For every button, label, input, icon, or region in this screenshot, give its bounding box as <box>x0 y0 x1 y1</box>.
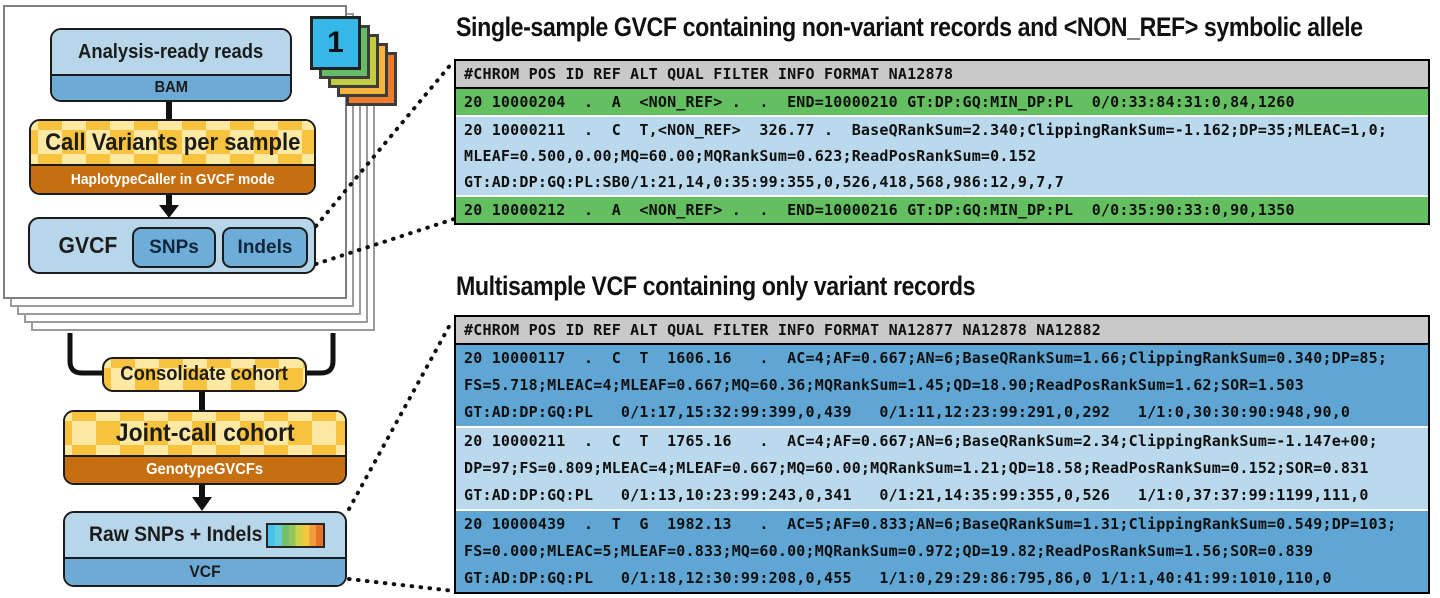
arrowhead-to-raw <box>192 497 212 511</box>
record-line: DP=97;FS=0.809;MLEAC=4;MLEAF=0.667;MQ=60… <box>464 459 1369 477</box>
call-variants-box: Call Variants per sample HaplotypeCaller… <box>29 119 316 195</box>
vcf-header-row: #CHROM POS ID REF ALT QUAL FILTER INFO F… <box>456 317 1428 345</box>
gvcf-records-table: #CHROM POS ID REF ALT QUAL FILTER INFO F… <box>454 59 1430 225</box>
rainbow-strip-icon <box>266 523 325 548</box>
snps-chip: SNPs <box>132 227 216 268</box>
raw-snps-indels-label: Raw SNPs + Indels <box>89 523 263 546</box>
haplotypecaller-tool-label: HaplotypeCaller in GVCF mode <box>70 171 275 188</box>
gvcf-nonvariant-row: 20 10000204 . A <NON_REF> . . END=100002… <box>456 89 1428 115</box>
record-line: GT:AD:DP:GQ:PL 0/1:13,10:23:99:243,0,341… <box>464 486 1369 504</box>
record-line: 20 10000439 . T G 1982.13 . AC=5;AF=0.83… <box>464 515 1397 533</box>
vcf-variant-row: 20 10000117 . C T 1606.16 . AC=4;AF=0.66… <box>456 345 1428 426</box>
bracket-left-to-consolidate <box>67 333 103 376</box>
vcf-variant-row: 20 10000211 . C T 1765.16 . AC=4;AF=0.66… <box>456 426 1428 509</box>
record-line: GT:AD:DP:GQ:PL:SB0/1:21,14,0:35:99:355,0… <box>464 173 1064 191</box>
analysis-reads-label: Analysis-ready reads <box>78 40 264 63</box>
record-line: 20 10000211 . C T,<NON_REF> 326.77 . Bas… <box>464 121 1388 139</box>
snps-chip-label: SNPs <box>149 236 199 258</box>
sample-card-1: 1 <box>310 16 361 70</box>
record-line: FS=5.718;MLEAC=4;MLEAF=0.667;MQ=60.36;MQ… <box>464 376 1304 394</box>
gvcf-panel-title: Single-sample GVCF containing non-varian… <box>456 12 1363 42</box>
vcf-records-table: #CHROM POS ID REF ALT QUAL FILTER INFO F… <box>454 315 1430 594</box>
raw-snps-indels-box: Raw SNPs + Indels VCF <box>63 511 347 587</box>
record-line: 20 10000204 . A <NON_REF> . . END=100002… <box>464 93 1295 111</box>
record-line: FS=0.000;MLEAC=5;MLEAF=0.833;MQ=60.00;MQ… <box>464 542 1314 560</box>
indels-chip-label: Indels <box>237 236 293 258</box>
record-line: GT:AD:DP:GQ:PL 0/1:17,15:32:99:399,0,439… <box>464 403 1351 421</box>
dotted-connector-raw-to-panel2-top <box>347 319 454 511</box>
call-variants-label: Call Variants per sample <box>44 128 301 156</box>
analysis-reads-box: Analysis-ready reads BAM <box>50 28 292 102</box>
record-line: MLEAF=0.500,0.00;MQ=60.00;MQRankSum=0.62… <box>464 147 1037 165</box>
gvcf-variant-row: 20 10000211 . C T,<NON_REF> 326.77 . Bas… <box>456 115 1428 195</box>
joint-call-cohort-box: Joint-call cohort GenotypeGVCFs <box>63 410 347 485</box>
record-line: 20 10000211 . C T 1765.16 . AC=4;AF=0.66… <box>464 432 1378 450</box>
vcf-panel-title: Multisample VCF containing only variant … <box>456 271 976 301</box>
vcf-format-label: VCF <box>189 562 221 581</box>
bam-format-label: BAM <box>154 79 188 96</box>
gvcf-label: GVCF <box>58 232 118 258</box>
gvcf-nonvariant-row: 20 10000212 . A <NON_REF> . . END=100002… <box>456 195 1428 223</box>
record-line: 20 10000212 . A <NON_REF> . . END=100002… <box>464 201 1295 219</box>
gvcf-header-row: #CHROM POS ID REF ALT QUAL FILTER INFO F… <box>456 61 1428 89</box>
record-line: GT:AD:DP:GQ:PL 0/1:18,12:30:99:208,0,455… <box>464 569 1332 587</box>
consolidate-cohort-box: Consolidate cohort <box>102 357 307 392</box>
vcf-variant-row: 20 10000439 . T G 1982.13 . AC=5;AF=0.83… <box>456 509 1428 592</box>
consolidate-cohort-label: Consolidate cohort <box>120 363 289 385</box>
dotted-connector-raw-to-panel2-bottom <box>347 577 456 593</box>
genotypegvcfs-tool-label: GenotypeGVCFs <box>146 461 264 478</box>
gvcf-box: GVCF SNPs Indels <box>28 217 316 274</box>
indels-chip: Indels <box>222 227 308 268</box>
sample-card-number: 1 <box>327 26 344 59</box>
record-line: 20 10000117 . C T 1606.16 . AC=4;AF=0.66… <box>464 349 1388 367</box>
joint-call-label: Joint-call cohort <box>115 419 295 447</box>
